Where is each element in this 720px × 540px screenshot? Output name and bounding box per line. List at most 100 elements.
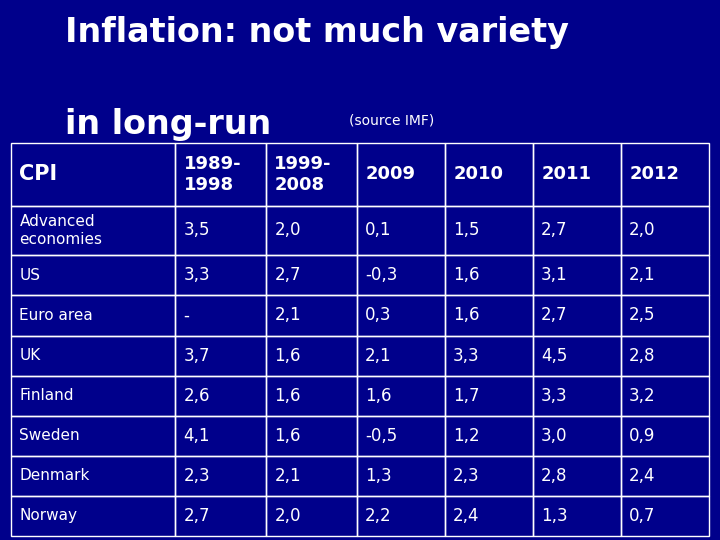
Text: 1,6: 1,6 — [274, 347, 301, 364]
Text: 2,1: 2,1 — [365, 347, 392, 364]
Text: Inflation: not much variety: Inflation: not much variety — [65, 16, 569, 49]
Text: 2,3: 2,3 — [184, 467, 210, 484]
Bar — [356, 335, 444, 375]
Text: 1,6: 1,6 — [274, 427, 301, 444]
Text: UK: UK — [19, 348, 41, 363]
Bar — [175, 295, 266, 335]
Bar — [11, 206, 175, 255]
Bar — [533, 255, 621, 295]
Bar — [11, 255, 175, 295]
Bar — [356, 295, 444, 335]
Text: Euro area: Euro area — [19, 308, 93, 323]
Text: 2,5: 2,5 — [629, 307, 656, 325]
Text: 0,3: 0,3 — [365, 307, 392, 325]
Text: in long-run: in long-run — [65, 108, 271, 141]
Text: 2009: 2009 — [365, 165, 415, 183]
Text: 2,8: 2,8 — [629, 347, 656, 364]
Bar — [11, 295, 175, 335]
Text: 1999-
2008: 1999- 2008 — [274, 155, 332, 194]
Bar — [621, 255, 709, 295]
Text: 3,0: 3,0 — [541, 427, 567, 444]
Text: 2,3: 2,3 — [453, 467, 480, 484]
Bar — [266, 335, 356, 375]
Text: 2,0: 2,0 — [274, 507, 301, 525]
Bar — [266, 295, 356, 335]
Text: 1,6: 1,6 — [453, 307, 480, 325]
Text: 1,2: 1,2 — [453, 427, 480, 444]
Text: 3,3: 3,3 — [184, 266, 210, 285]
Bar — [11, 496, 175, 536]
Bar — [356, 143, 444, 206]
Bar — [175, 143, 266, 206]
Text: 2011: 2011 — [541, 165, 591, 183]
Text: 1,7: 1,7 — [453, 387, 480, 404]
Bar — [175, 206, 266, 255]
Text: US: US — [19, 268, 40, 283]
Bar — [356, 375, 444, 416]
Text: 3,3: 3,3 — [541, 387, 568, 404]
Text: 2012: 2012 — [629, 165, 679, 183]
Bar — [444, 206, 533, 255]
Bar — [175, 255, 266, 295]
Bar — [266, 456, 356, 496]
Bar — [444, 496, 533, 536]
Bar — [266, 496, 356, 536]
Bar — [533, 496, 621, 536]
Text: -0,5: -0,5 — [365, 427, 397, 444]
Bar — [621, 375, 709, 416]
Text: 2,4: 2,4 — [629, 467, 656, 484]
Bar — [175, 456, 266, 496]
Text: 2,1: 2,1 — [274, 467, 301, 484]
Bar — [533, 143, 621, 206]
Bar — [356, 496, 444, 536]
Bar — [175, 496, 266, 536]
Bar — [444, 255, 533, 295]
Bar — [533, 375, 621, 416]
Text: 2,7: 2,7 — [541, 307, 567, 325]
Bar — [533, 416, 621, 456]
Text: 3,7: 3,7 — [184, 347, 210, 364]
Bar — [356, 456, 444, 496]
Text: 1,6: 1,6 — [453, 266, 480, 285]
Text: 2,1: 2,1 — [629, 266, 656, 285]
Bar — [533, 335, 621, 375]
Text: 2,4: 2,4 — [453, 507, 480, 525]
Bar — [356, 255, 444, 295]
Bar — [444, 375, 533, 416]
Bar — [175, 335, 266, 375]
Text: Norway: Norway — [19, 508, 78, 523]
Text: 2,0: 2,0 — [274, 221, 301, 239]
Bar — [444, 456, 533, 496]
Text: 2,0: 2,0 — [629, 221, 656, 239]
Text: 1,6: 1,6 — [274, 387, 301, 404]
Text: -0,3: -0,3 — [365, 266, 397, 285]
Text: 4,5: 4,5 — [541, 347, 567, 364]
Text: (source IMF): (source IMF) — [349, 113, 434, 127]
Text: Sweden: Sweden — [19, 428, 80, 443]
Bar — [444, 335, 533, 375]
Text: 1,5: 1,5 — [453, 221, 480, 239]
Text: 0,9: 0,9 — [629, 427, 655, 444]
Text: 3,2: 3,2 — [629, 387, 656, 404]
Bar — [444, 143, 533, 206]
Text: 1,3: 1,3 — [541, 507, 568, 525]
Text: -: - — [184, 307, 189, 325]
Bar — [356, 206, 444, 255]
Bar — [533, 206, 621, 255]
Text: 2010: 2010 — [453, 165, 503, 183]
Text: 1,6: 1,6 — [365, 387, 392, 404]
Bar — [621, 496, 709, 536]
Bar — [11, 375, 175, 416]
Bar — [266, 375, 356, 416]
Text: 1,3: 1,3 — [365, 467, 392, 484]
Bar — [621, 295, 709, 335]
Text: 3,3: 3,3 — [453, 347, 480, 364]
Text: 1989-
1998: 1989- 1998 — [184, 155, 241, 194]
Bar — [621, 206, 709, 255]
Bar — [533, 456, 621, 496]
Bar — [621, 143, 709, 206]
Text: 2,2: 2,2 — [365, 507, 392, 525]
Bar — [11, 335, 175, 375]
Bar — [621, 416, 709, 456]
Bar — [175, 375, 266, 416]
